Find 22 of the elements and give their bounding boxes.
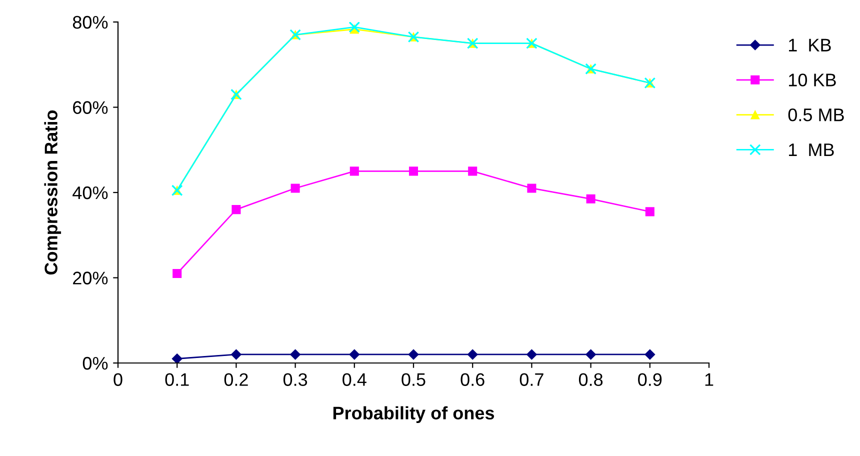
legend-label: 0.5 MB [788,108,844,122]
x-tick-label: 1 [705,373,714,386]
y-axis-title: Compression Ratio [44,110,62,275]
x-tick-label: 0.4 [342,373,366,386]
y-tick-label: 80% [72,16,108,29]
x-tick-label: 0.7 [520,373,544,386]
x-tick-label: 0.9 [638,373,662,386]
legend-label: 1 KB [789,38,831,52]
y-tick-label: 40% [72,186,108,200]
x-tick-label: 0.8 [578,373,603,386]
y-tick-label: 20% [73,272,108,284]
y-tick-label: 0% [82,356,108,370]
legend-label: 1 MB [789,144,834,156]
x-tick-label: 0.3 [283,373,308,386]
x-axis-title: Probability of ones [333,406,494,424]
legend-label: 10 KB [789,74,836,86]
y-tick-label: 60% [73,101,108,114]
x-tick-label: 0.1 [165,373,189,386]
x-tick-label: 0.5 [402,373,426,386]
x-tick-label: 0.6 [460,373,484,386]
x-tick-label: 0 [114,373,122,386]
x-tick-label: 0.2 [224,373,248,386]
